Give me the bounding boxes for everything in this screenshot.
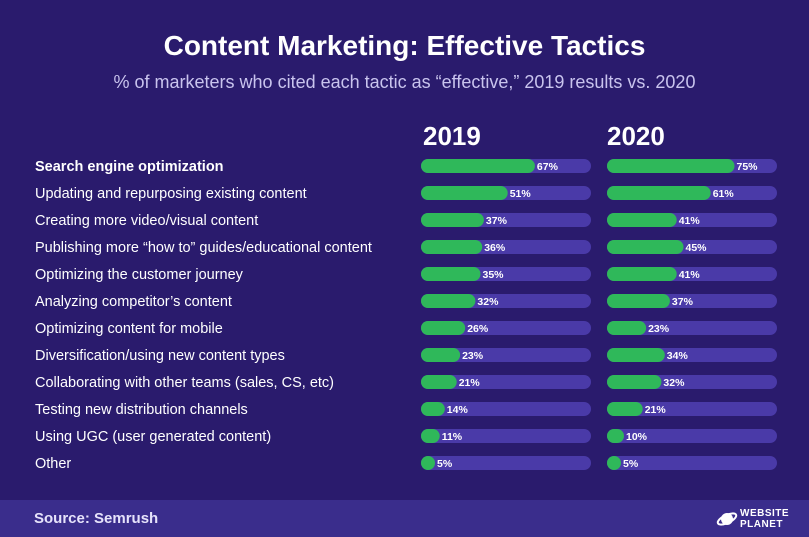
footer: Source: Semrush WEBSITE PLANET (0, 500, 809, 537)
bar-2020 (607, 375, 662, 389)
bar-2020 (607, 294, 670, 308)
bar-track-2019 (421, 429, 591, 443)
data-label-2020: 34% (667, 350, 689, 362)
bar-2020 (607, 402, 643, 416)
bar-2019 (421, 375, 457, 389)
category-label: Diversification/using new content types (35, 348, 285, 364)
bar-track-2019 (421, 456, 591, 470)
bar-2020 (607, 159, 735, 173)
data-label-2019: 26% (467, 323, 489, 335)
category-label: Creating more video/visual content (35, 213, 258, 229)
source-text: Source: Semrush (34, 510, 159, 527)
bar-2020 (607, 186, 711, 200)
bar-2020 (607, 267, 677, 281)
category-label: Collaborating with other teams (sales, C… (35, 375, 334, 391)
bar-2020 (607, 456, 621, 470)
data-label-2019: 36% (484, 242, 506, 254)
bar-2019 (421, 159, 535, 173)
logo-line1: WEBSITE (740, 508, 790, 519)
bar-track-2020 (607, 429, 777, 443)
bar-chart: Search engine optimization 67% 75% Updating… (35, 159, 777, 472)
bar-2019 (421, 186, 508, 200)
data-label-2020: 61% (713, 188, 735, 200)
bar-track-2019 (421, 375, 591, 389)
data-label-2019: 11% (442, 431, 463, 443)
data-label-2019: 51% (510, 188, 532, 200)
chart-title: Content Marketing: Effective Tactics (163, 30, 646, 61)
bar-2019 (421, 240, 483, 254)
data-label-2020: 10% (626, 431, 648, 443)
category-label: Optimizing the customer journey (35, 267, 244, 283)
bar-2019 (421, 429, 440, 443)
bar-2019 (421, 402, 445, 416)
category-label: Using UGC (user generated content) (35, 429, 271, 445)
data-label-2019: 23% (462, 350, 484, 362)
data-label-2020: 5% (623, 458, 639, 470)
data-label-2019: 32% (477, 296, 499, 308)
data-label-2020: 41% (679, 269, 701, 281)
chart-subtitle: % of marketers who cited each tactic as … (113, 72, 696, 92)
data-label-2019: 37% (486, 215, 508, 227)
category-label: Testing new distribution channels (35, 402, 248, 418)
data-label-2020: 45% (686, 242, 708, 254)
data-label-2020: 23% (648, 323, 670, 335)
logo-line2: PLANET (740, 519, 783, 530)
bar-track-2019 (421, 348, 591, 362)
data-label-2020: 41% (679, 215, 701, 227)
data-label-2020: 32% (663, 377, 685, 389)
bar-track-2019 (421, 402, 591, 416)
category-label: Publishing more “how to” guides/educatio… (35, 240, 372, 256)
website-planet-logo: WEBSITE PLANET (716, 506, 796, 532)
bar-2020 (607, 321, 647, 335)
category-label: Updating and repurposing existing conten… (35, 186, 307, 202)
category-label: Other (35, 456, 71, 472)
bar-2020 (607, 429, 624, 443)
bar-2019 (421, 456, 435, 470)
category-label: Search engine optimization (35, 159, 224, 175)
year-header-2019: 2019 (423, 121, 481, 151)
bar-2019 (421, 213, 484, 227)
bar-2019 (421, 267, 481, 281)
planet-icon (716, 512, 738, 526)
data-label-2020: 37% (672, 296, 694, 308)
bar-track-2020 (607, 321, 777, 335)
data-label-2020: 21% (645, 404, 667, 416)
data-label-2019: 21% (459, 377, 481, 389)
bar-2019 (421, 348, 461, 362)
data-label-2019: 35% (483, 269, 505, 281)
bar-2020 (607, 213, 677, 227)
data-label-2019: 5% (437, 458, 453, 470)
year-header-2020: 2020 (607, 121, 665, 151)
data-label-2020: 75% (737, 161, 759, 173)
data-label-2019: 14% (447, 404, 469, 416)
bar-2019 (421, 321, 466, 335)
bar-2020 (607, 240, 684, 254)
category-label: Analyzing competitor’s content (35, 294, 232, 310)
bar-2019 (421, 294, 476, 308)
bar-track-2020 (607, 456, 777, 470)
bar-track-2020 (607, 402, 777, 416)
data-label-2019: 67% (537, 161, 559, 173)
bar-2020 (607, 348, 665, 362)
category-label: Optimizing content for mobile (35, 321, 223, 337)
